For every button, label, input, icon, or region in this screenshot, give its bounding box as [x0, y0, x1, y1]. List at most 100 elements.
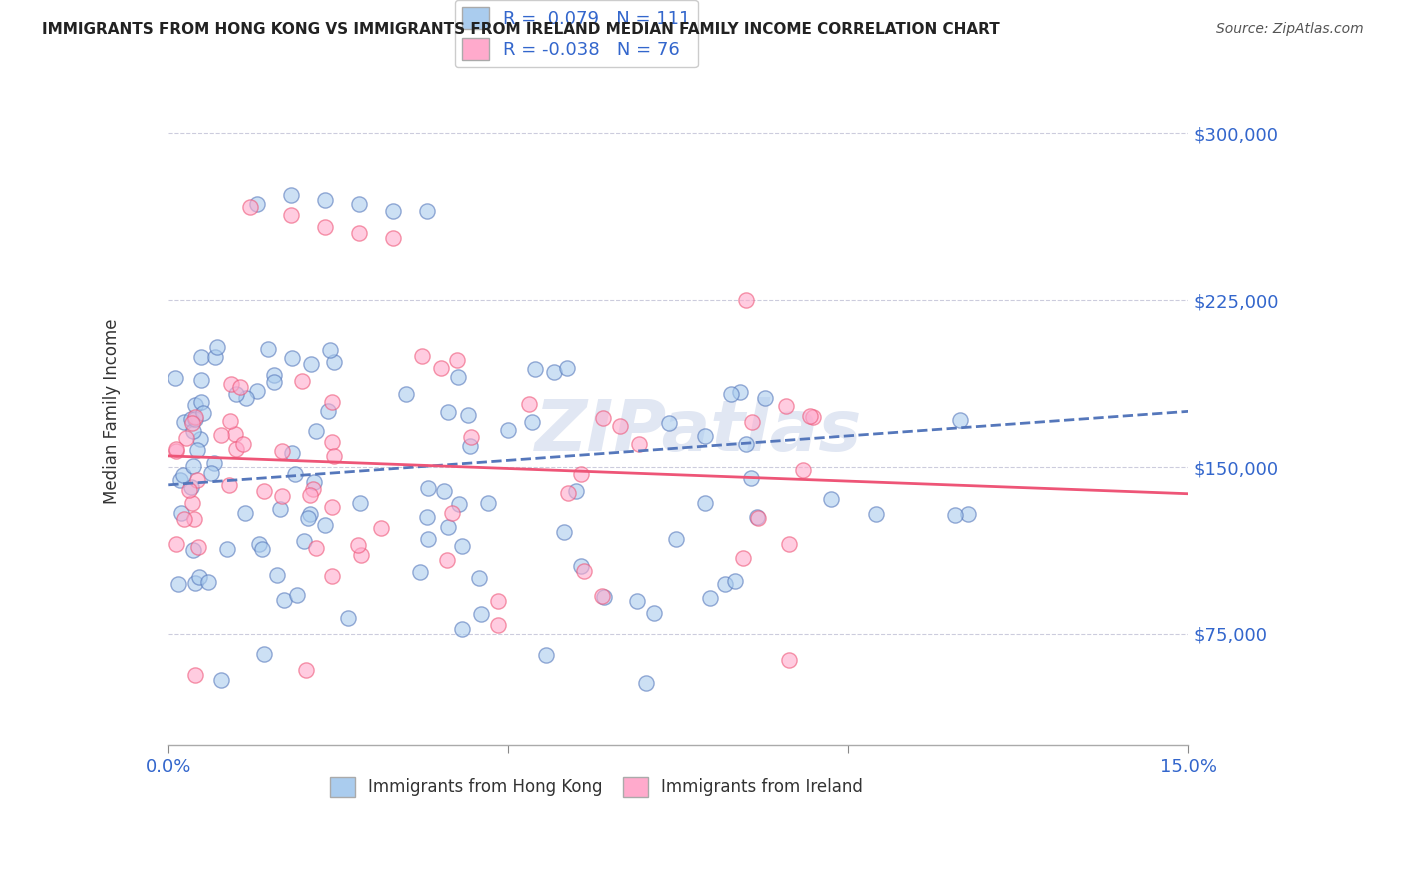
Point	[224, 426, 246, 441]
Point	[569, 558, 592, 573]
Point	[269, 502, 291, 516]
Point	[801, 410, 824, 425]
Point	[190, 395, 212, 409]
Point	[167, 576, 190, 591]
Point	[219, 414, 242, 428]
Point	[634, 676, 657, 690]
Point	[180, 480, 202, 494]
Point	[592, 590, 614, 604]
Point	[436, 553, 458, 567]
Point	[534, 648, 557, 662]
Point	[169, 473, 191, 487]
Point	[299, 487, 322, 501]
Point	[820, 491, 842, 506]
Point	[724, 574, 747, 589]
Point	[271, 489, 294, 503]
Point	[321, 500, 343, 514]
Point	[299, 358, 322, 372]
Point	[695, 428, 717, 442]
Point	[181, 417, 204, 431]
Point	[205, 340, 228, 354]
Point	[304, 424, 326, 438]
Point	[347, 538, 370, 552]
Point	[350, 548, 373, 562]
Point	[522, 415, 544, 429]
Point	[714, 577, 737, 591]
Point	[302, 475, 325, 490]
Point	[488, 618, 510, 632]
Point	[735, 293, 758, 307]
Point	[301, 482, 323, 496]
Point	[733, 551, 755, 566]
Point	[280, 188, 302, 202]
Point	[943, 508, 966, 522]
Point	[416, 532, 439, 546]
Point	[643, 607, 665, 621]
Point	[235, 391, 257, 405]
Point	[187, 570, 209, 584]
Legend: Immigrants from Hong Kong, Immigrants from Ireland: Immigrants from Hong Kong, Immigrants fr…	[323, 770, 870, 804]
Point	[381, 231, 404, 245]
Point	[247, 536, 270, 550]
Point	[730, 384, 752, 399]
Point	[778, 653, 800, 667]
Point	[754, 391, 776, 405]
Point	[280, 351, 302, 366]
Point	[486, 594, 509, 608]
Point	[451, 622, 474, 636]
Point	[741, 415, 763, 429]
Point	[477, 496, 499, 510]
Point	[436, 520, 458, 534]
Point	[281, 446, 304, 460]
Point	[229, 380, 252, 394]
Point	[592, 410, 614, 425]
Point	[799, 409, 821, 424]
Point	[321, 569, 343, 583]
Point	[865, 507, 887, 521]
Point	[720, 387, 742, 401]
Point	[225, 442, 247, 457]
Point	[253, 484, 276, 499]
Point	[446, 352, 468, 367]
Point	[517, 397, 540, 411]
Point	[381, 204, 404, 219]
Point	[735, 437, 758, 451]
Point	[347, 227, 370, 241]
Point	[190, 350, 212, 364]
Point	[314, 193, 336, 207]
Point	[319, 343, 342, 358]
Point	[553, 525, 575, 540]
Point	[447, 370, 470, 384]
Point	[458, 439, 481, 453]
Point	[239, 200, 262, 214]
Point	[321, 434, 343, 449]
Point	[218, 477, 240, 491]
Point	[747, 511, 769, 525]
Point	[257, 342, 280, 356]
Point	[695, 496, 717, 510]
Point	[294, 663, 316, 677]
Point	[190, 373, 212, 387]
Point	[246, 197, 269, 211]
Point	[433, 484, 456, 499]
Point	[285, 588, 308, 602]
Point	[183, 410, 205, 425]
Point	[250, 541, 273, 556]
Point	[165, 442, 187, 456]
Point	[197, 574, 219, 589]
Text: Source: ZipAtlas.com: Source: ZipAtlas.com	[1216, 22, 1364, 37]
Point	[181, 459, 204, 474]
Point	[336, 611, 359, 625]
Point	[569, 467, 592, 481]
Point	[181, 424, 204, 438]
Point	[323, 355, 346, 369]
Point	[202, 456, 225, 470]
Text: IMMIGRANTS FROM HONG KONG VS IMMIGRANTS FROM IRELAND MEDIAN FAMILY INCOME CORREL: IMMIGRANTS FROM HONG KONG VS IMMIGRANTS …	[42, 22, 1000, 37]
Point	[468, 571, 491, 585]
Point	[543, 365, 565, 379]
Point	[169, 507, 191, 521]
Point	[204, 350, 226, 364]
Point	[778, 537, 800, 551]
Point	[321, 395, 343, 409]
Point	[209, 428, 232, 442]
